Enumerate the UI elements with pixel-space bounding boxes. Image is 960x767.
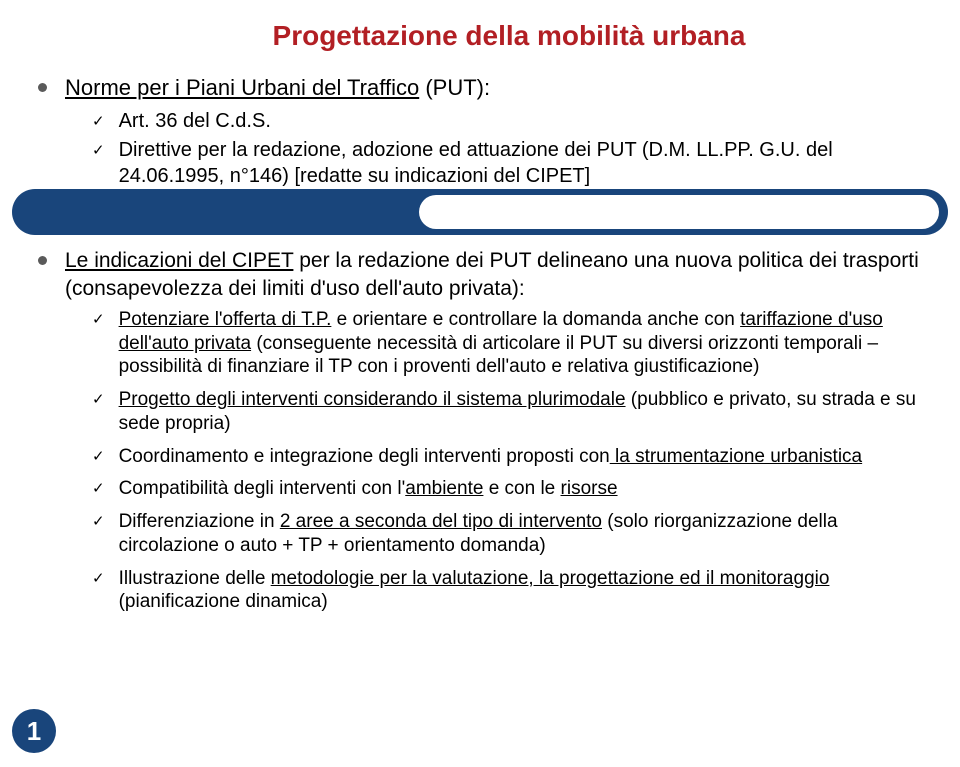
u-text: ambiente — [405, 478, 483, 499]
bullet-dot-icon — [38, 83, 47, 92]
accent-bar-fill — [12, 189, 948, 235]
section2-item: ✓ Potenziare l'offerta di T.P. e orienta… — [92, 308, 920, 379]
main-sub-item: ✓ Art. 36 del C.d.S. — [92, 109, 920, 135]
slide-container: Progettazione della mobilità urbana Norm… — [0, 0, 960, 767]
bullet-dot-icon — [38, 256, 47, 265]
accent-bar — [0, 189, 960, 235]
main-heading-underline: Norme per i Piani Urbani del Traffico — [65, 75, 419, 100]
section2-heading-text: Le indicazioni del CIPET per la redazion… — [65, 247, 920, 302]
section2-item-text: Compatibilità degli interventi con l'amb… — [119, 477, 618, 501]
plain-text: Illustrazione delle — [119, 568, 271, 589]
accent-bar-inset — [419, 195, 939, 229]
check-icon: ✓ — [92, 141, 105, 160]
section2-lead-underline: Le indicazioni del CIPET — [65, 249, 293, 272]
check-icon: ✓ — [92, 311, 105, 330]
section2-item: ✓ Illustrazione delle metodologie per la… — [92, 567, 920, 615]
check-icon: ✓ — [92, 570, 105, 589]
u-text: Progetto degli interventi considerando i… — [119, 389, 626, 410]
section2: Le indicazioni del CIPET per la redazion… — [38, 247, 920, 614]
check-icon: ✓ — [92, 448, 105, 467]
page-number: 1 — [12, 709, 56, 753]
main-heading: Norme per i Piani Urbani del Traffico (P… — [38, 74, 920, 103]
section2-item: ✓ Coordinamento e integrazione degli int… — [92, 445, 920, 469]
plain-text: Differenziazione in — [119, 511, 280, 532]
check-icon: ✓ — [92, 391, 105, 410]
u-text: metodologie per la valutazione, la proge… — [271, 568, 830, 589]
check-icon: ✓ — [92, 480, 105, 499]
section2-item-text: Illustrazione delle metodologie per la v… — [119, 567, 920, 615]
check-icon: ✓ — [92, 513, 105, 532]
main-sub-list: ✓ Art. 36 del C.d.S. ✓ Direttive per la … — [92, 109, 920, 190]
section2-item-text: Potenziare l'offerta di T.P. e orientare… — [119, 308, 920, 379]
section2-item-text: Differenziazione in 2 aree a seconda del… — [119, 510, 920, 558]
slide-title: Progettazione della mobilità urbana — [98, 20, 920, 52]
u-text: 2 aree a seconda del tipo di intervento — [280, 511, 602, 532]
section2-item-text: Progetto degli interventi considerando i… — [119, 388, 920, 436]
main-heading-suffix: (PUT): — [419, 75, 490, 100]
main-sub-item: ✓ Direttive per la redazione, adozione e… — [92, 138, 920, 189]
u-text: risorse — [561, 478, 618, 499]
plain-text: Coordinamento e integrazione degli inter… — [119, 446, 610, 467]
u-text: Potenziare l'offerta di T.P. — [119, 309, 332, 330]
plain-text: (pianificazione dinamica) — [119, 591, 328, 612]
main-sub-text: Direttive per la redazione, adozione ed … — [119, 138, 920, 189]
main-sub-text: Art. 36 del C.d.S. — [119, 109, 271, 135]
plain-text: e orientare e controllare la domanda anc… — [331, 309, 740, 330]
section2-heading: Le indicazioni del CIPET per la redazion… — [38, 247, 920, 302]
u-text: la strumentazione urbanistica — [610, 446, 862, 467]
section2-item-text: Coordinamento e integrazione degli inter… — [119, 445, 863, 469]
section2-item: ✓ Compatibilità degli interventi con l'a… — [92, 477, 920, 501]
section2-list: ✓ Potenziare l'offerta di T.P. e orienta… — [92, 308, 920, 614]
plain-text: e con le — [483, 478, 560, 499]
check-icon: ✓ — [92, 112, 105, 131]
section2-item: ✓ Progetto degli interventi considerando… — [92, 388, 920, 436]
plain-text: Compatibilità degli interventi con l' — [119, 478, 406, 499]
section2-item: ✓ Differenziazione in 2 aree a seconda d… — [92, 510, 920, 558]
main-heading-text: Norme per i Piani Urbani del Traffico (P… — [65, 74, 490, 103]
